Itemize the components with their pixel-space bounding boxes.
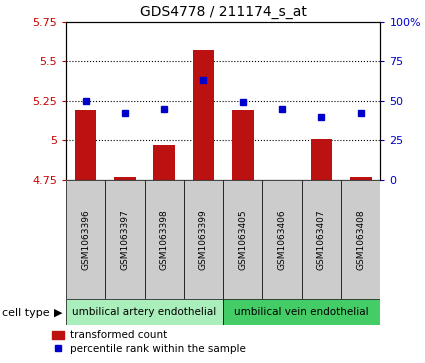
Bar xyxy=(114,176,136,180)
Bar xyxy=(193,50,214,180)
Bar xyxy=(232,110,254,180)
Text: GSM1063405: GSM1063405 xyxy=(238,209,247,270)
Bar xyxy=(341,180,380,299)
Bar xyxy=(153,145,175,180)
Bar xyxy=(75,110,96,180)
Text: cell type: cell type xyxy=(2,308,50,318)
Bar xyxy=(66,299,223,325)
Bar xyxy=(184,180,223,299)
Bar xyxy=(302,180,341,299)
Text: ▶: ▶ xyxy=(54,308,63,318)
Bar xyxy=(311,139,332,180)
Text: GSM1063399: GSM1063399 xyxy=(199,209,208,270)
Bar xyxy=(223,299,380,325)
Text: GSM1063398: GSM1063398 xyxy=(160,209,169,270)
Text: GSM1063407: GSM1063407 xyxy=(317,209,326,270)
Text: umbilical vein endothelial: umbilical vein endothelial xyxy=(235,307,369,317)
Title: GDS4778 / 211174_s_at: GDS4778 / 211174_s_at xyxy=(140,5,306,19)
Text: GSM1063396: GSM1063396 xyxy=(81,209,90,270)
Bar xyxy=(144,180,184,299)
Text: GSM1063397: GSM1063397 xyxy=(120,209,129,270)
Text: GSM1063406: GSM1063406 xyxy=(278,209,286,270)
Legend: transformed count, percentile rank within the sample: transformed count, percentile rank withi… xyxy=(48,326,249,358)
Bar xyxy=(262,180,302,299)
Text: GSM1063408: GSM1063408 xyxy=(356,209,365,270)
Bar xyxy=(223,180,262,299)
Text: umbilical artery endothelial: umbilical artery endothelial xyxy=(72,307,217,317)
Bar xyxy=(66,180,105,299)
Bar xyxy=(350,176,371,180)
Bar xyxy=(105,180,144,299)
